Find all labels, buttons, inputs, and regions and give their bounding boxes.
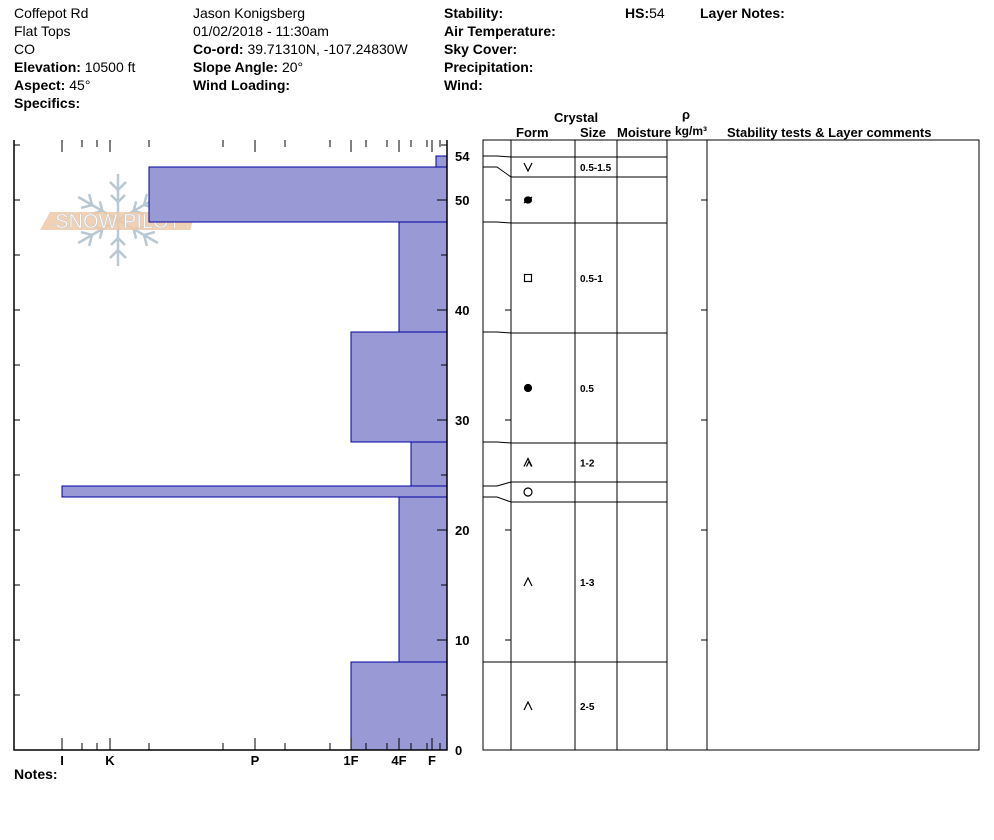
hardness-layer-bar-2 bbox=[61, 485, 448, 498]
elevation-label: Elevation: bbox=[14, 59, 81, 75]
depth-tick-label: 50 bbox=[455, 193, 469, 208]
stability-label: Stability: bbox=[444, 5, 504, 21]
dot bbox=[523, 383, 533, 393]
hardness-layer-bar-5 bbox=[398, 221, 448, 333]
inner-caret bbox=[525, 460, 533, 467]
coord-label: Co-ord: bbox=[193, 41, 244, 57]
hardness-tick-label: P bbox=[251, 753, 260, 768]
elevation-value: 10500 ft bbox=[84, 59, 136, 75]
hs-label: HS: bbox=[625, 5, 650, 21]
depth-tick-label: 40 bbox=[455, 303, 469, 318]
density-unit-header: kg/m³ bbox=[675, 124, 708, 138]
circle bbox=[523, 487, 533, 497]
specifics-label: Specifics: bbox=[14, 95, 81, 111]
grain-form-rounded-icon bbox=[523, 383, 533, 393]
chart-axes bbox=[13, 140, 448, 751]
layer-connector bbox=[483, 331, 512, 334]
crystal-size: 2-5 bbox=[580, 702, 595, 713]
hardness-layer-bar-1 bbox=[398, 496, 448, 663]
layer-connector bbox=[483, 496, 512, 503]
range: Flat Tops bbox=[14, 23, 71, 39]
coord-value: 39.71310N, -107.24830W bbox=[247, 41, 408, 57]
grain-form-faceted-icon bbox=[523, 273, 533, 283]
layer-table bbox=[482, 139, 980, 751]
crystal-size: 0.5-1 bbox=[580, 274, 603, 285]
wind-loading-label: Wind Loading: bbox=[193, 77, 291, 93]
crystal-size: 0.5-1.5 bbox=[580, 163, 612, 174]
depth-tick-label: 10 bbox=[455, 633, 469, 648]
hardness-layer-bar-4 bbox=[350, 331, 448, 443]
grain-form-depth-hoar-icon bbox=[523, 700, 533, 711]
grain-form-depth-hoar-icon bbox=[523, 576, 533, 587]
coord: Co-ord: 39.71310N, -107.24830W bbox=[193, 40, 408, 58]
table-border bbox=[482, 139, 980, 751]
aspect-label: Aspect: bbox=[14, 77, 66, 93]
hardness-tick-label: K bbox=[105, 753, 115, 768]
notes-label: Notes: bbox=[14, 766, 58, 782]
depth-tick-label: 54 bbox=[455, 149, 470, 164]
caret bbox=[523, 576, 533, 587]
hardness-tick-label: 1F bbox=[343, 753, 358, 768]
grain-form-depth-hoar-faceted-icon bbox=[523, 457, 533, 467]
slope-label: Slope Angle: bbox=[193, 59, 279, 75]
hardness-tick-label: F bbox=[428, 753, 436, 768]
slope: Slope Angle: 20° bbox=[193, 58, 303, 76]
wind-label: Wind: bbox=[444, 77, 483, 93]
crystal-header: Crystal bbox=[554, 110, 599, 125]
hardness-layer-bar-6 bbox=[148, 166, 448, 223]
sky-cover-label: Sky Cover: bbox=[444, 41, 518, 57]
layer-notes-label: Layer Notes: bbox=[700, 5, 785, 21]
depth-tick-label: 0 bbox=[455, 743, 462, 758]
hardness-layer-bar-0 bbox=[350, 661, 448, 751]
size-header: Size bbox=[580, 125, 607, 140]
layer-connector bbox=[483, 166, 512, 178]
observer: Jason Konigsberg bbox=[193, 5, 306, 21]
crystal-size: 1-2 bbox=[580, 459, 595, 470]
crystal-size: 0.5 bbox=[580, 384, 594, 395]
depth-tick-label: 20 bbox=[455, 523, 469, 538]
grain-form-melt-freeze-crust-icon bbox=[523, 196, 533, 204]
aspect: Aspect: 45° bbox=[14, 76, 90, 94]
hardness-tick-label: 4F bbox=[391, 753, 406, 768]
hardness-layer-bar-7 bbox=[435, 155, 448, 168]
rho-header: ρ bbox=[682, 107, 691, 122]
hardness-layer-bar-3 bbox=[410, 441, 448, 487]
elevation: Elevation: 10500 ft bbox=[14, 58, 135, 76]
caret bbox=[523, 700, 533, 711]
hs: HS:54 bbox=[625, 4, 665, 22]
datetime: 01/02/2018 - 11:30am bbox=[193, 23, 329, 39]
grain-form-surface-hoar-icon bbox=[523, 162, 533, 173]
layer-connector bbox=[483, 441, 512, 444]
square bbox=[523, 273, 533, 283]
location: Coffepot Rd bbox=[14, 5, 89, 21]
layer-connector bbox=[483, 221, 512, 224]
layer-connector bbox=[483, 155, 512, 158]
crystal-size: 1-3 bbox=[580, 578, 595, 589]
grain-form-melt-form-icon bbox=[523, 487, 533, 497]
slope-value: 20° bbox=[281, 59, 304, 75]
comments-header: Stability tests & Layer comments bbox=[727, 125, 932, 140]
moisture-header: Moisture bbox=[617, 125, 672, 140]
form-header: Form bbox=[516, 125, 549, 140]
depth-tick-label: 30 bbox=[455, 413, 469, 428]
layer-connector bbox=[483, 481, 512, 487]
hs-value: 54 bbox=[649, 5, 665, 21]
aspect-value: 45° bbox=[69, 77, 91, 93]
v-shape bbox=[523, 162, 533, 173]
slash bbox=[523, 196, 533, 204]
precip-label: Precipitation: bbox=[444, 59, 534, 75]
hardness-tick-label: I bbox=[60, 753, 64, 768]
air-temp-label: Air Temperature: bbox=[444, 23, 556, 39]
state: CO bbox=[14, 41, 35, 57]
